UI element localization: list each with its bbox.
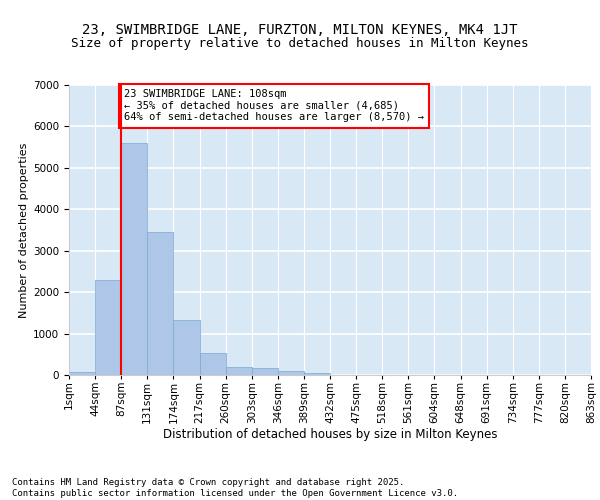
Text: 23 SWIMBRIDGE LANE: 108sqm
← 35% of detached houses are smaller (4,685)
64% of s: 23 SWIMBRIDGE LANE: 108sqm ← 35% of deta…	[124, 89, 424, 122]
Text: 23, SWIMBRIDGE LANE, FURZTON, MILTON KEYNES, MK4 1JT: 23, SWIMBRIDGE LANE, FURZTON, MILTON KEY…	[82, 22, 518, 36]
Text: Contains HM Land Registry data © Crown copyright and database right 2025.
Contai: Contains HM Land Registry data © Crown c…	[12, 478, 458, 498]
Bar	[226, 366, 252, 375]
Bar	[199, 353, 226, 375]
Y-axis label: Number of detached properties: Number of detached properties	[19, 142, 29, 318]
Bar	[304, 373, 330, 375]
Bar	[173, 320, 199, 375]
Bar	[121, 143, 148, 375]
Text: Size of property relative to detached houses in Milton Keynes: Size of property relative to detached ho…	[71, 38, 529, 51]
Bar	[278, 372, 304, 375]
X-axis label: Distribution of detached houses by size in Milton Keynes: Distribution of detached houses by size …	[163, 428, 497, 441]
Bar	[69, 372, 95, 375]
Bar	[252, 368, 278, 375]
Bar	[148, 232, 173, 375]
Bar	[95, 280, 121, 375]
